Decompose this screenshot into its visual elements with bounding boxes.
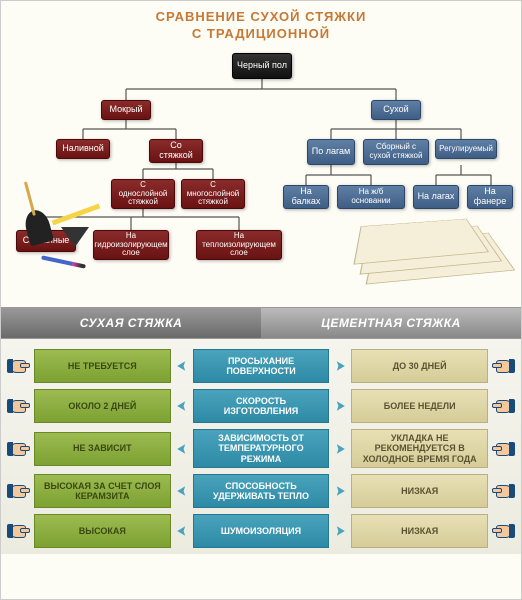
comparison-header-bar: СУХАЯ СТЯЖКА ЦЕМЕНТНАЯ СТЯЖКА bbox=[1, 307, 521, 339]
cell-dry: НЕ ЗАВИСИТ bbox=[34, 432, 171, 466]
title-line-1: СРАВНЕНИЕ СУХОЙ СТЯЖКИ bbox=[1, 1, 521, 26]
arrow-left-icon bbox=[174, 441, 190, 457]
cell-criterion: ШУМОИЗОЛЯЦИЯ bbox=[193, 514, 330, 548]
node-lagah: На лагах bbox=[413, 185, 459, 209]
arrow-right-icon bbox=[332, 358, 348, 374]
node-wet: Мокрый bbox=[101, 100, 151, 120]
flowchart-area: Черный пол Мокрый Сухой Наливной Со стяж… bbox=[1, 47, 521, 307]
hand-icon bbox=[7, 439, 31, 459]
node-fanere: На фанере bbox=[467, 185, 513, 209]
node-root: Черный пол bbox=[232, 53, 292, 79]
node-polagam: По лагам bbox=[307, 139, 355, 165]
arrow-right-icon bbox=[332, 523, 348, 539]
comparison-row: ВЫСОКАЯ ШУМОИЗОЛЯЦИЯ НИЗКАЯ bbox=[7, 514, 515, 548]
cell-criterion: СКОРОСТЬ ИЗГОТОВЛЕНИЯ bbox=[193, 389, 330, 423]
cell-dry: ВЫСОКАЯ ЗА СЧЕТ СЛОЯ КЕРАМЗИТА bbox=[34, 474, 171, 508]
comparison-rows: НЕ ТРЕБУЕТСЯ ПРОСЫХАНИЕ ПОВЕРХНОСТИ ДО 30 … bbox=[1, 339, 521, 554]
hand-icon bbox=[491, 521, 515, 541]
node-teplo: На теплоизолирующем слое bbox=[196, 230, 282, 260]
arrow-left-icon bbox=[174, 398, 190, 414]
cell-criterion: ЗАВИСИМОСТЬ ОТ ТЕМПЕРАТУРНОГО РЕЖИМА bbox=[193, 429, 330, 468]
comparison-row: ВЫСОКАЯ ЗА СЧЕТ СЛОЯ КЕРАМЗИТА СПОСОБНОСТ… bbox=[7, 474, 515, 508]
comparison-row: НЕ ТРЕБУЕТСЯ ПРОСЫХАНИЕ ПОВЕРХНОСТИ ДО 30 … bbox=[7, 349, 515, 383]
node-regul: Регулируемый bbox=[435, 139, 497, 159]
node-so-styazhkoy: Со стяжкой bbox=[149, 139, 203, 163]
node-zhb: На ж/б основании bbox=[337, 185, 405, 209]
tools-illustration bbox=[11, 192, 121, 282]
arrow-left-icon bbox=[174, 523, 190, 539]
arrow-left-icon bbox=[174, 358, 190, 374]
cell-cement: БОЛЕЕ НЕДЕЛИ bbox=[351, 389, 488, 423]
arrow-right-icon bbox=[332, 441, 348, 457]
cell-dry: ВЫСОКАЯ bbox=[34, 514, 171, 548]
cell-cement: ДО 30 ДНЕЙ bbox=[351, 349, 488, 383]
node-sbornyy: Сборный с сухой стяжкой bbox=[363, 139, 429, 165]
cell-cement: НИЗКАЯ bbox=[351, 514, 488, 548]
comparison-row: ОКОЛО 2 ДНЕЙ СКОРОСТЬ ИЗГОТОВЛЕНИЯ БОЛЕЕ Н… bbox=[7, 389, 515, 423]
arrow-left-icon bbox=[174, 483, 190, 499]
cell-cement: НИЗКАЯ bbox=[351, 474, 488, 508]
arrow-right-icon bbox=[332, 483, 348, 499]
node-balkah: На балках bbox=[283, 185, 329, 209]
hand-icon bbox=[491, 481, 515, 501]
panels-illustration bbox=[343, 237, 503, 297]
cell-dry: НЕ ТРЕБУЕТСЯ bbox=[34, 349, 171, 383]
arrow-right-icon bbox=[332, 398, 348, 414]
node-dry: Сухой bbox=[371, 100, 421, 120]
cell-criterion: СПОСОБНОСТЬ УДЕРЖИВАТЬ ТЕПЛО bbox=[193, 474, 330, 508]
hand-icon bbox=[491, 396, 515, 416]
hand-icon bbox=[491, 439, 515, 459]
hand-icon bbox=[7, 356, 31, 376]
bar-dry: СУХАЯ СТЯЖКА bbox=[1, 308, 261, 338]
cell-cement: УКЛАДКА НЕ РЕКОМЕНДУЕТСЯ В ХОЛОДНОЕ ВРЕМ… bbox=[351, 429, 488, 468]
node-nalivnoy: Наливной bbox=[56, 139, 110, 159]
hand-icon bbox=[7, 481, 31, 501]
hand-icon bbox=[491, 356, 515, 376]
cell-criterion: ПРОСЫХАНИЕ ПОВЕРХНОСТИ bbox=[193, 349, 330, 383]
cell-dry: ОКОЛО 2 ДНЕЙ bbox=[34, 389, 171, 423]
title-line-2: С ТРАДИЦИОННОЙ bbox=[1, 26, 521, 47]
bar-cement: ЦЕМЕНТНАЯ СТЯЖКА bbox=[261, 308, 521, 338]
hand-icon bbox=[7, 521, 31, 541]
hand-icon bbox=[7, 396, 31, 416]
comparison-row: НЕ ЗАВИСИТ ЗАВИСИМОСТЬ ОТ ТЕМПЕРАТУРНОГО … bbox=[7, 429, 515, 468]
node-mnogo: С многослойной стяжкой bbox=[181, 179, 245, 209]
